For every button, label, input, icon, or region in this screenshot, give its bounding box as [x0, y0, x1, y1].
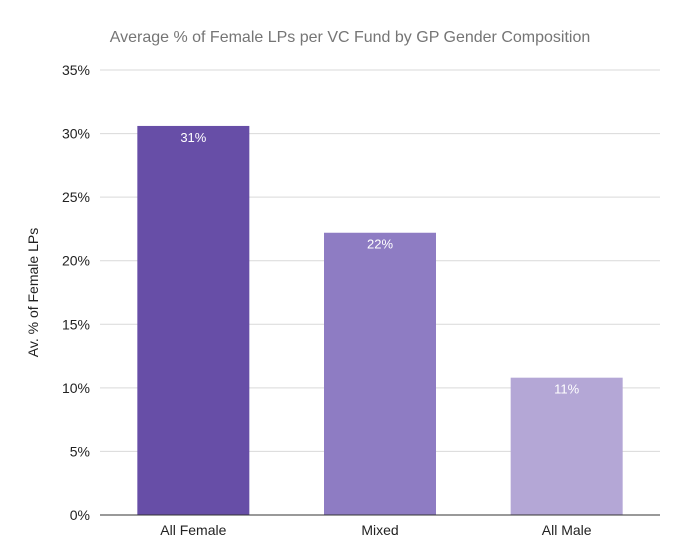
y-tick-label: 10% — [62, 380, 90, 396]
x-tick-label: Mixed — [361, 522, 398, 538]
y-tick-label: 20% — [62, 253, 90, 269]
y-tick-label: 5% — [70, 443, 90, 459]
y-axis-ticks: 0% 5% 10% 15% 20% 25% 30% 35% — [62, 62, 90, 523]
y-tick-label: 30% — [62, 126, 90, 142]
x-tick-label: All Male — [542, 522, 592, 538]
chart-title: Average % of Female LPs per VC Fund by G… — [110, 29, 591, 46]
y-tick-label: 15% — [62, 316, 90, 332]
y-axis-label: Av. % of Female LPs — [25, 228, 41, 357]
data-labels: 31% 22% 11% — [180, 130, 579, 397]
y-tick-label: 0% — [70, 507, 90, 523]
bar-data-label: 22% — [367, 237, 393, 252]
bar-data-label: 31% — [180, 130, 206, 145]
bars — [137, 125, 623, 515]
bar-data-label: 11% — [554, 382, 579, 397]
bar — [324, 232, 436, 515]
x-tick-label: All Female — [160, 522, 226, 538]
x-axis-categories: All Female Mixed All Male — [160, 522, 592, 538]
y-tick-label: 25% — [62, 189, 90, 205]
y-tick-label: 35% — [62, 62, 90, 78]
bar — [137, 125, 250, 515]
bar — [510, 377, 623, 515]
